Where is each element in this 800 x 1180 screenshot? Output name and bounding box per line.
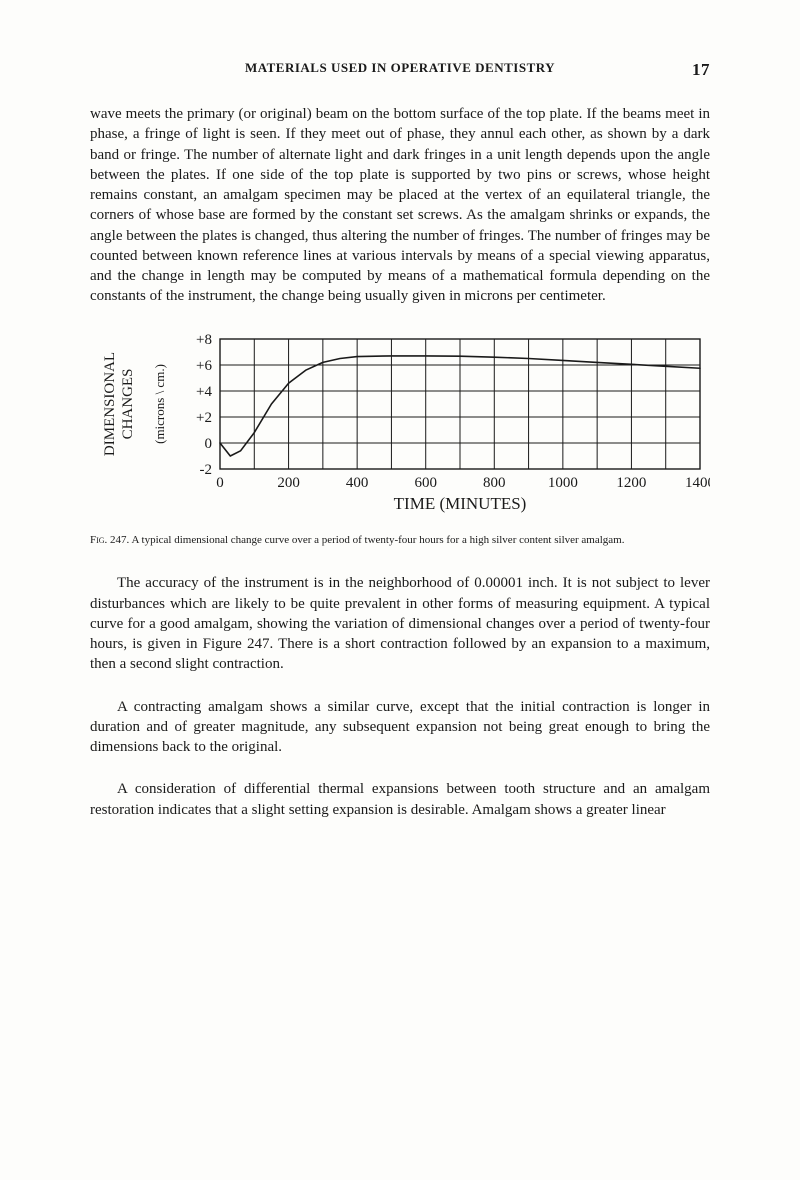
svg-text:800: 800 — [483, 475, 506, 491]
svg-text:600: 600 — [414, 475, 437, 491]
svg-text:0: 0 — [205, 436, 213, 452]
svg-text:200: 200 — [277, 475, 300, 491]
svg-text:-2: -2 — [200, 462, 213, 478]
svg-text:400: 400 — [346, 475, 369, 491]
paragraph-2: The accuracy of the instrument is in the… — [90, 573, 710, 674]
dimensional-change-chart: -20+2+4+6+80200400600800100012001400TIME… — [90, 329, 710, 524]
svg-text:DIMENSIONAL: DIMENSIONAL — [102, 351, 118, 455]
svg-text:1400: 1400 — [685, 475, 710, 491]
svg-text:+6: +6 — [196, 358, 212, 374]
paragraph-3: A contracting amalgam shows a similar cu… — [90, 697, 710, 758]
figure-caption: Fig. 247. A typical dimensional change c… — [90, 534, 710, 548]
svg-text:CHANGES: CHANGES — [120, 368, 136, 439]
paragraph-1: wave meets the primary (or original) bea… — [90, 104, 710, 307]
svg-text:0: 0 — [216, 475, 224, 491]
svg-text:TIME (MINUTES): TIME (MINUTES) — [394, 494, 527, 513]
svg-text:+8: +8 — [196, 332, 212, 348]
svg-text:1000: 1000 — [548, 475, 578, 491]
running-head: MATERIALS USED IN OPERATIVE DENTISTRY 17 — [90, 60, 710, 76]
svg-text:+2: +2 — [196, 410, 212, 426]
svg-text:1200: 1200 — [616, 475, 646, 491]
svg-text:(microns \ cm.): (microns \ cm.) — [152, 364, 167, 444]
figure-number: Fig. 247. — [90, 534, 129, 546]
figure-caption-text: A typical dimensional change curve over … — [131, 534, 624, 546]
page: MATERIALS USED IN OPERATIVE DENTISTRY 17… — [0, 0, 800, 1180]
chart-svg: -20+2+4+6+80200400600800100012001400TIME… — [90, 329, 710, 519]
paragraph-4: A consideration of differential thermal … — [90, 779, 710, 820]
svg-text:+4: +4 — [196, 384, 212, 400]
header-title: MATERIALS USED IN OPERATIVE DENTISTRY — [245, 60, 555, 75]
page-number: 17 — [692, 60, 710, 80]
